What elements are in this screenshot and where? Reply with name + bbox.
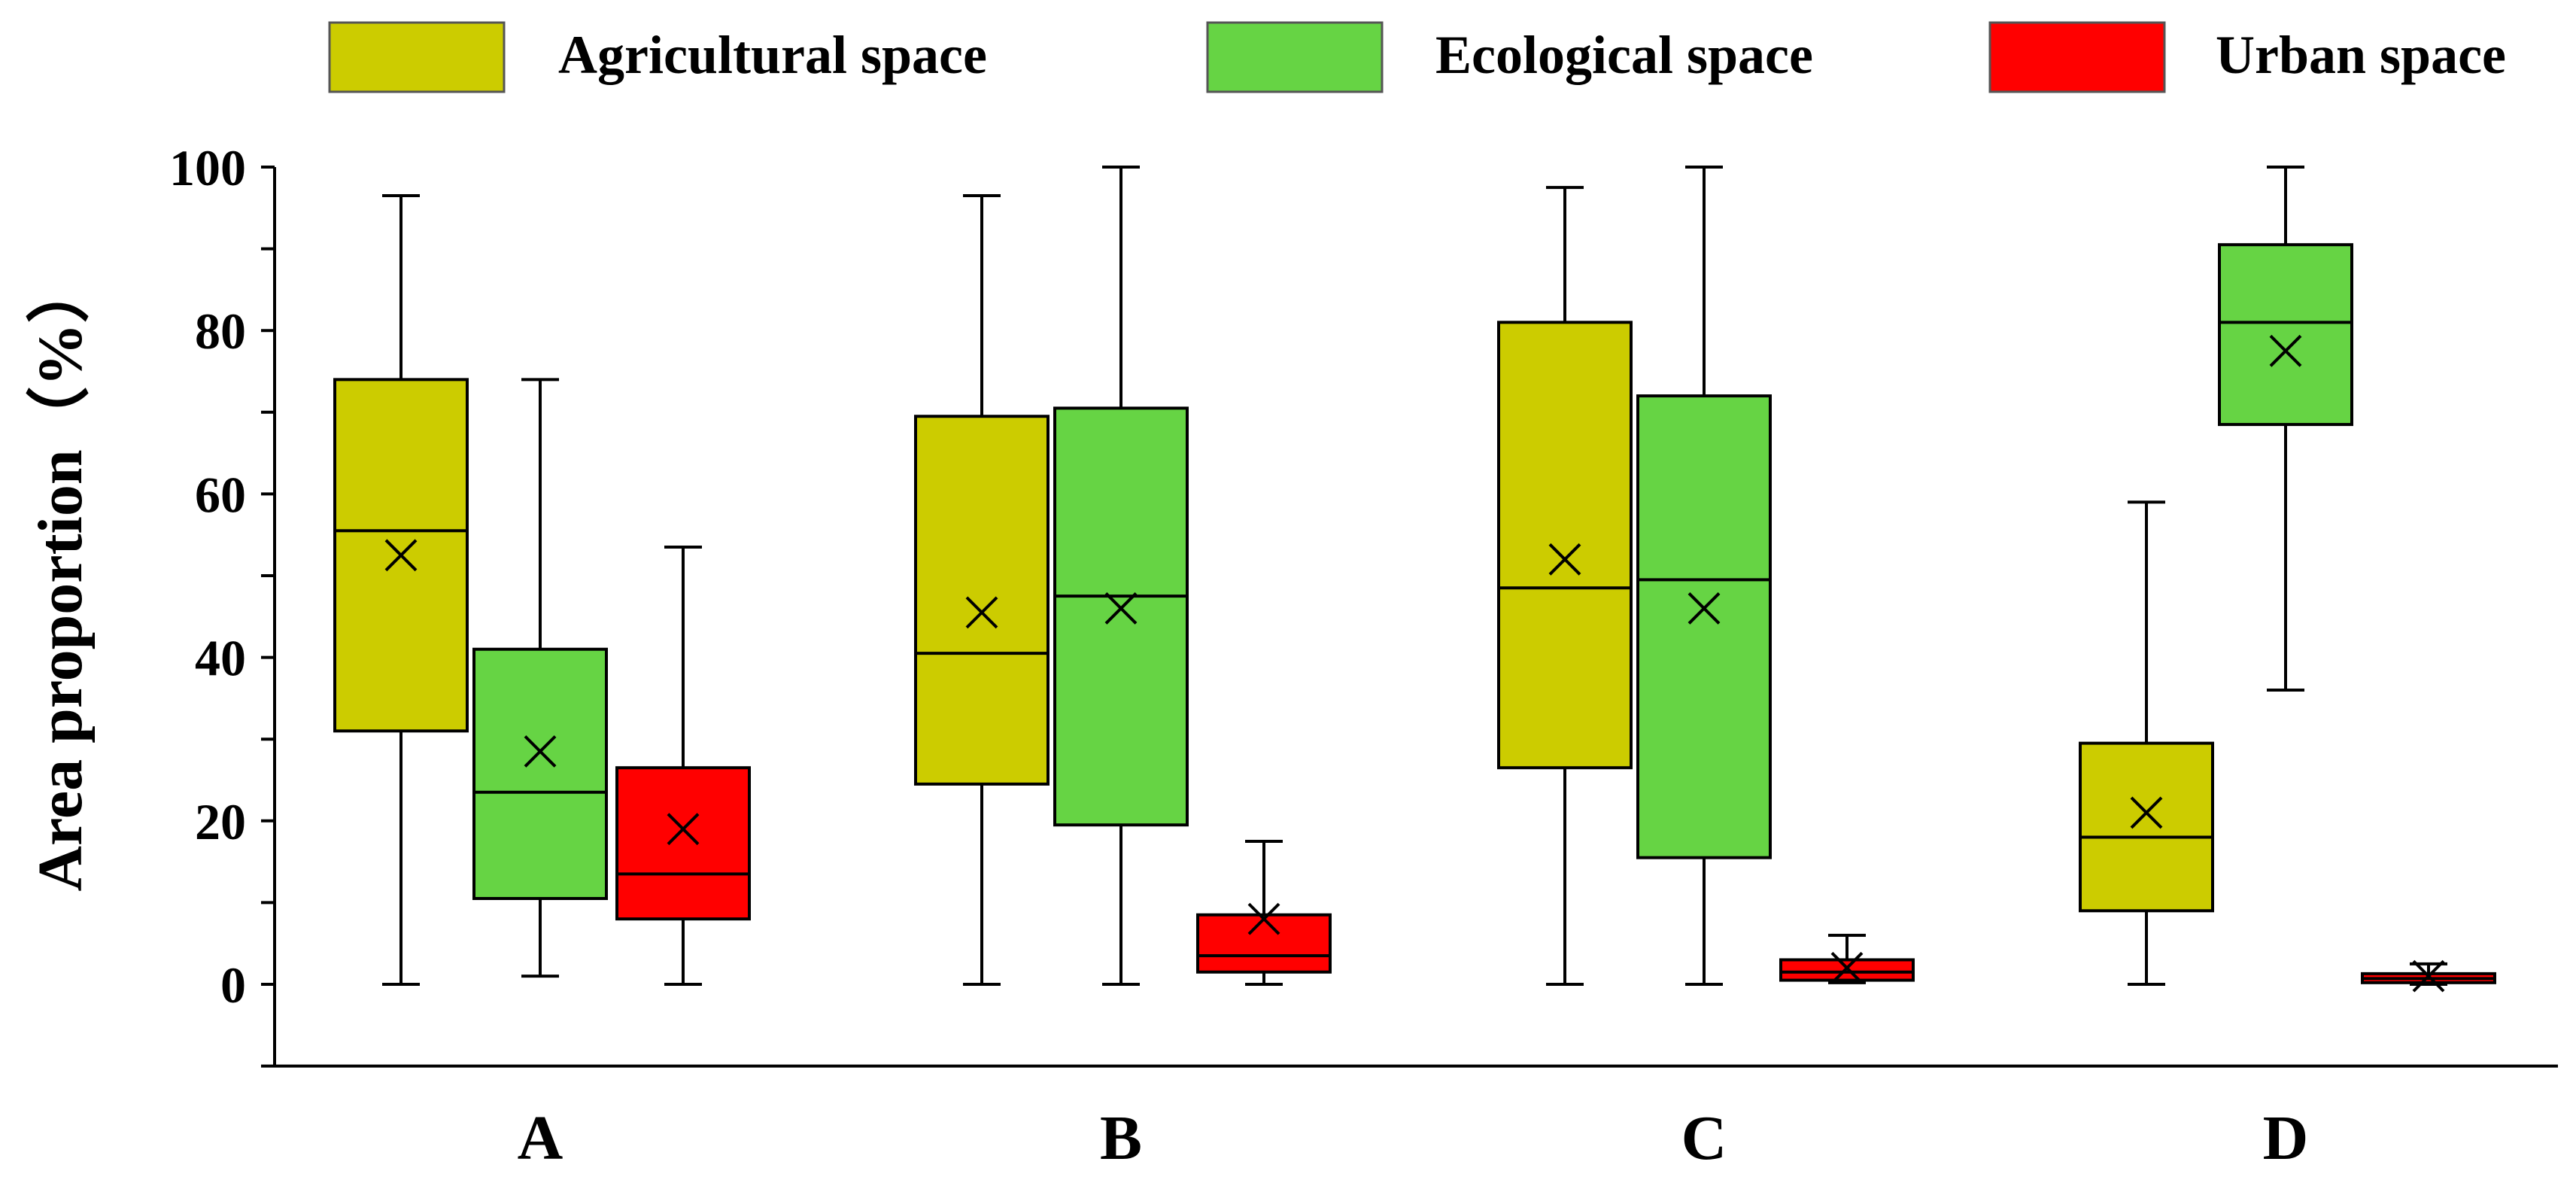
legend-label: Urban space	[2216, 25, 2506, 85]
x-category-label: C	[1681, 1103, 1727, 1173]
box-urban-space	[615, 545, 751, 986]
y-tick-label: 0	[220, 956, 246, 1014]
box-urban-space	[1196, 839, 1332, 986]
x-axis: A B C D	[275, 1064, 2558, 1173]
box-agricultural-space	[333, 194, 469, 986]
x-category-label: D	[2263, 1103, 2309, 1173]
box-ecological-space	[1053, 166, 1189, 986]
mean-marker	[1247, 902, 1280, 935]
mean-marker	[1830, 951, 1864, 984]
box-agricultural-space	[2079, 500, 2214, 986]
legend-swatch	[1206, 21, 1384, 93]
x-category-label: A	[518, 1103, 564, 1173]
mean-marker	[1687, 592, 1721, 625]
box-iqr	[472, 647, 608, 900]
legend-swatch	[1988, 21, 2166, 93]
mean-marker	[2412, 959, 2445, 993]
box-iqr	[615, 766, 751, 921]
box-iqr	[2218, 243, 2353, 427]
y-axis-title: Area proportion（%）	[26, 260, 96, 891]
y-tick-label: 20	[195, 793, 246, 850]
legend: Agricultural space Ecological space Urban …	[328, 21, 2506, 93]
box-urban-space	[2361, 959, 2496, 993]
legend-label: Ecological space	[1435, 25, 1813, 85]
y-tick-label: 60	[195, 466, 246, 523]
mean-marker	[1104, 592, 1138, 625]
box-iqr	[914, 415, 1050, 786]
y-axis: 0 20 40 60 80 100	[169, 139, 276, 1068]
x-category-label: B	[1100, 1103, 1142, 1173]
mean-marker	[1548, 543, 1581, 576]
box-iqr	[1497, 321, 1633, 770]
box-agricultural-space	[1497, 186, 1633, 986]
box-ecological-space	[2218, 166, 2353, 692]
box-ecological-space	[1636, 166, 1772, 986]
y-tick-label: 80	[195, 303, 246, 360]
box-iqr	[2079, 741, 2214, 913]
mean-marker	[384, 539, 418, 572]
y-tick-label: 100	[169, 139, 246, 196]
box-iqr	[1196, 913, 1332, 974]
mean-marker	[965, 596, 998, 629]
box-series	[333, 166, 2496, 993]
box-iqr	[1636, 394, 1772, 859]
y-tick-label: 40	[195, 630, 246, 687]
box-iqr	[1779, 958, 1915, 982]
mean-marker	[2269, 334, 2302, 367]
box-urban-space	[1779, 933, 1915, 984]
box-ecological-space	[472, 378, 608, 978]
box-iqr	[1053, 406, 1189, 827]
box-agricultural-space	[914, 194, 1050, 986]
legend-label: Agricultural space	[558, 25, 987, 85]
mean-marker	[2130, 796, 2163, 829]
mean-marker	[667, 813, 700, 846]
mean-marker	[524, 735, 557, 768]
legend-swatch	[328, 21, 506, 93]
